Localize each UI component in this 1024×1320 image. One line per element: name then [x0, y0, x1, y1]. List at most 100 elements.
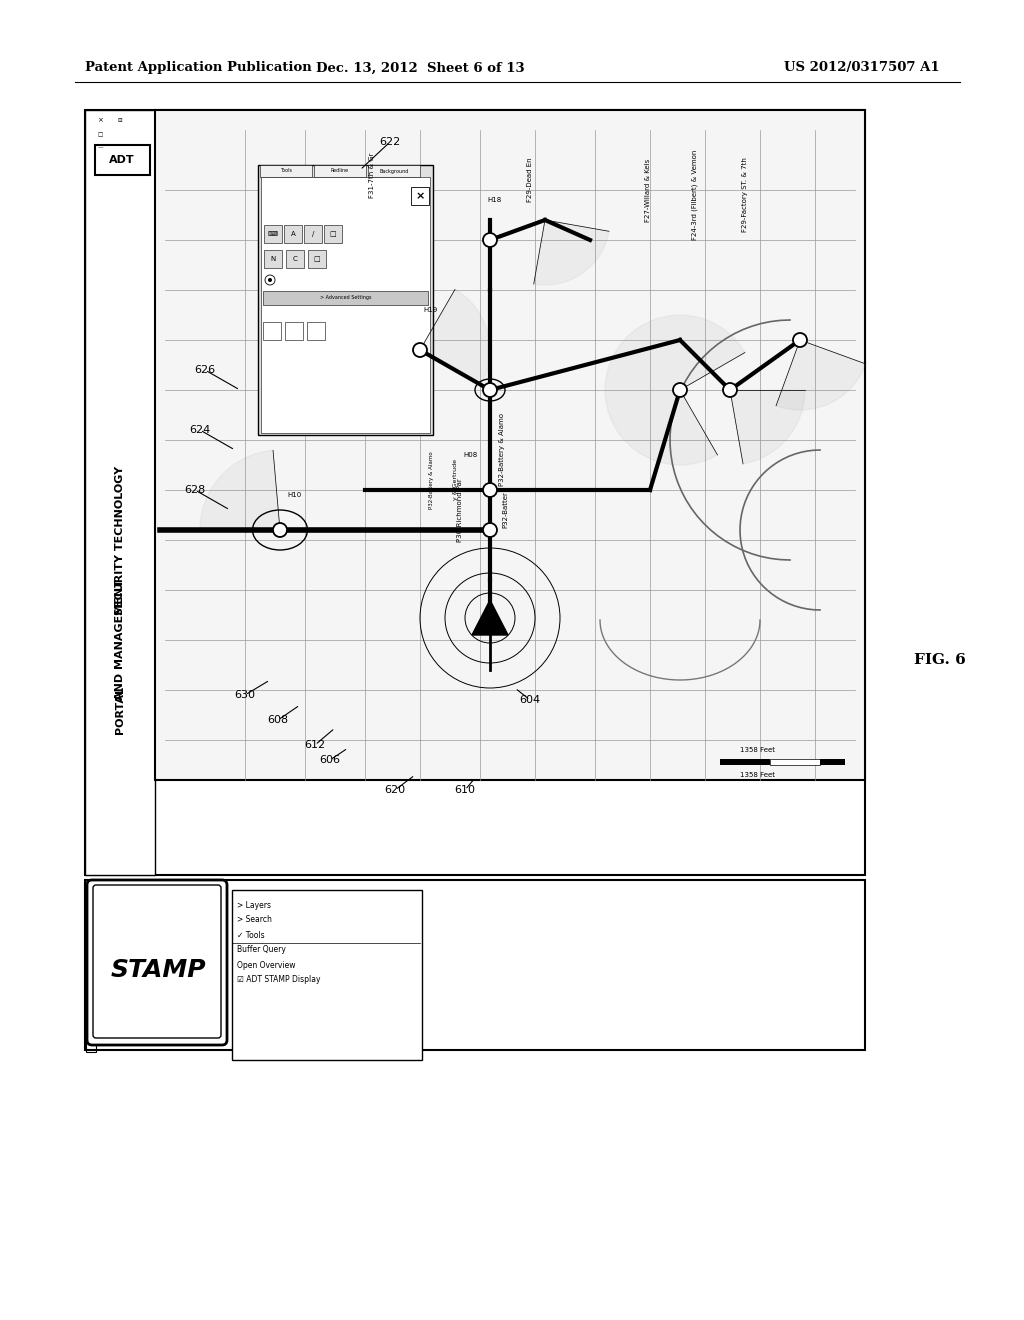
- Bar: [595, 590, 650, 640]
- Polygon shape: [605, 315, 744, 465]
- Polygon shape: [200, 450, 280, 531]
- Bar: [705, 690, 760, 741]
- Text: A: A: [291, 231, 295, 238]
- Bar: [650, 540, 705, 590]
- Bar: [245, 389, 305, 440]
- Text: 604: 604: [519, 696, 541, 705]
- Bar: [595, 490, 650, 540]
- Circle shape: [268, 279, 272, 282]
- Bar: [770, 759, 820, 766]
- Text: 612: 612: [304, 741, 326, 750]
- Bar: [245, 290, 305, 341]
- Text: H18: H18: [487, 197, 502, 203]
- Text: Buffer Query: Buffer Query: [237, 945, 286, 954]
- Text: □: □: [330, 231, 336, 238]
- Polygon shape: [534, 220, 609, 285]
- Text: 624: 624: [189, 425, 211, 436]
- Circle shape: [273, 523, 287, 537]
- Text: P32-Battery & Alamo: P32-Battery & Alamo: [499, 413, 505, 487]
- Text: F24-3rd (Filbert) & Vemon: F24-3rd (Filbert) & Vemon: [692, 149, 698, 240]
- Bar: [650, 640, 705, 690]
- Text: H10: H10: [288, 492, 302, 498]
- Text: 620: 620: [384, 785, 406, 795]
- Bar: [85, 110, 865, 875]
- Bar: [480, 290, 535, 341]
- Text: —: —: [97, 145, 102, 150]
- Bar: [365, 389, 420, 440]
- Bar: [263, 322, 281, 341]
- Text: H08: H08: [463, 451, 477, 458]
- Text: ✓ Tools: ✓ Tools: [237, 931, 264, 940]
- Text: P32-Batter: P32-Batter: [502, 491, 508, 528]
- Bar: [285, 322, 303, 341]
- Circle shape: [673, 383, 687, 397]
- Text: Patent Application Publication: Patent Application Publication: [85, 62, 311, 74]
- Text: F27-Willard & Kels: F27-Willard & Kels: [645, 158, 651, 222]
- Polygon shape: [472, 601, 508, 635]
- Bar: [263, 290, 428, 305]
- Text: Open Overview: Open Overview: [237, 961, 296, 969]
- Text: ADT: ADT: [110, 154, 135, 165]
- Bar: [307, 322, 325, 341]
- Bar: [365, 490, 420, 540]
- Bar: [411, 187, 429, 205]
- Text: AND MANAGEMENT: AND MANAGEMENT: [115, 579, 125, 701]
- Circle shape: [413, 343, 427, 356]
- Bar: [365, 290, 420, 341]
- Text: PORTAL: PORTAL: [115, 686, 125, 734]
- Bar: [705, 389, 760, 440]
- Bar: [480, 190, 535, 240]
- Bar: [705, 190, 760, 240]
- Bar: [86, 1041, 96, 1052]
- Bar: [232, 890, 422, 1060]
- Bar: [245, 690, 305, 741]
- FancyBboxPatch shape: [87, 880, 227, 1045]
- Bar: [420, 640, 480, 690]
- Polygon shape: [776, 341, 865, 411]
- Bar: [420, 341, 480, 389]
- Bar: [535, 540, 595, 590]
- Bar: [595, 290, 650, 341]
- Bar: [258, 165, 433, 436]
- Text: y & Gertrude: y & Gertrude: [453, 459, 458, 500]
- Bar: [365, 190, 420, 240]
- Bar: [595, 690, 650, 741]
- Bar: [324, 224, 342, 243]
- Bar: [480, 690, 535, 741]
- Circle shape: [483, 483, 497, 498]
- Bar: [420, 440, 480, 490]
- Text: P32-Battery & Alamo: P32-Battery & Alamo: [429, 451, 434, 510]
- Text: ×: ×: [416, 191, 425, 201]
- Text: > Layers: > Layers: [237, 900, 271, 909]
- Text: P30-Richmond Par: P30-Richmond Par: [457, 478, 463, 543]
- Text: 628: 628: [184, 484, 206, 495]
- Bar: [305, 240, 365, 290]
- Text: 1358 Feet: 1358 Feet: [740, 772, 775, 777]
- Text: 622: 622: [379, 137, 400, 147]
- Bar: [305, 640, 365, 690]
- Bar: [760, 341, 815, 389]
- Circle shape: [483, 523, 497, 537]
- Bar: [480, 490, 535, 540]
- Bar: [535, 240, 595, 290]
- Text: ⌨: ⌨: [268, 231, 279, 238]
- Text: □: □: [97, 132, 102, 137]
- Text: SECURITY TECHNOLOGY: SECURITY TECHNOLOGY: [115, 466, 125, 615]
- Text: ☑ ADT STAMP Display: ☑ ADT STAMP Display: [237, 975, 321, 985]
- Text: F29-Factory ST. & 7th: F29-Factory ST. & 7th: [742, 157, 748, 232]
- Bar: [705, 590, 760, 640]
- Text: STAMP: STAMP: [111, 958, 206, 982]
- Text: Tools: Tools: [280, 169, 292, 173]
- Text: ⊟: ⊟: [118, 117, 122, 123]
- Bar: [245, 490, 305, 540]
- Bar: [760, 240, 815, 290]
- Bar: [535, 341, 595, 389]
- Text: H19: H19: [423, 308, 437, 313]
- Bar: [650, 341, 705, 389]
- Bar: [420, 540, 480, 590]
- Text: 610: 610: [455, 785, 475, 795]
- Text: F31-7th & Gr: F31-7th & Gr: [369, 152, 375, 198]
- Text: 608: 608: [267, 715, 289, 725]
- Text: C: C: [293, 256, 297, 261]
- Text: > Advanced Settings: > Advanced Settings: [319, 296, 372, 301]
